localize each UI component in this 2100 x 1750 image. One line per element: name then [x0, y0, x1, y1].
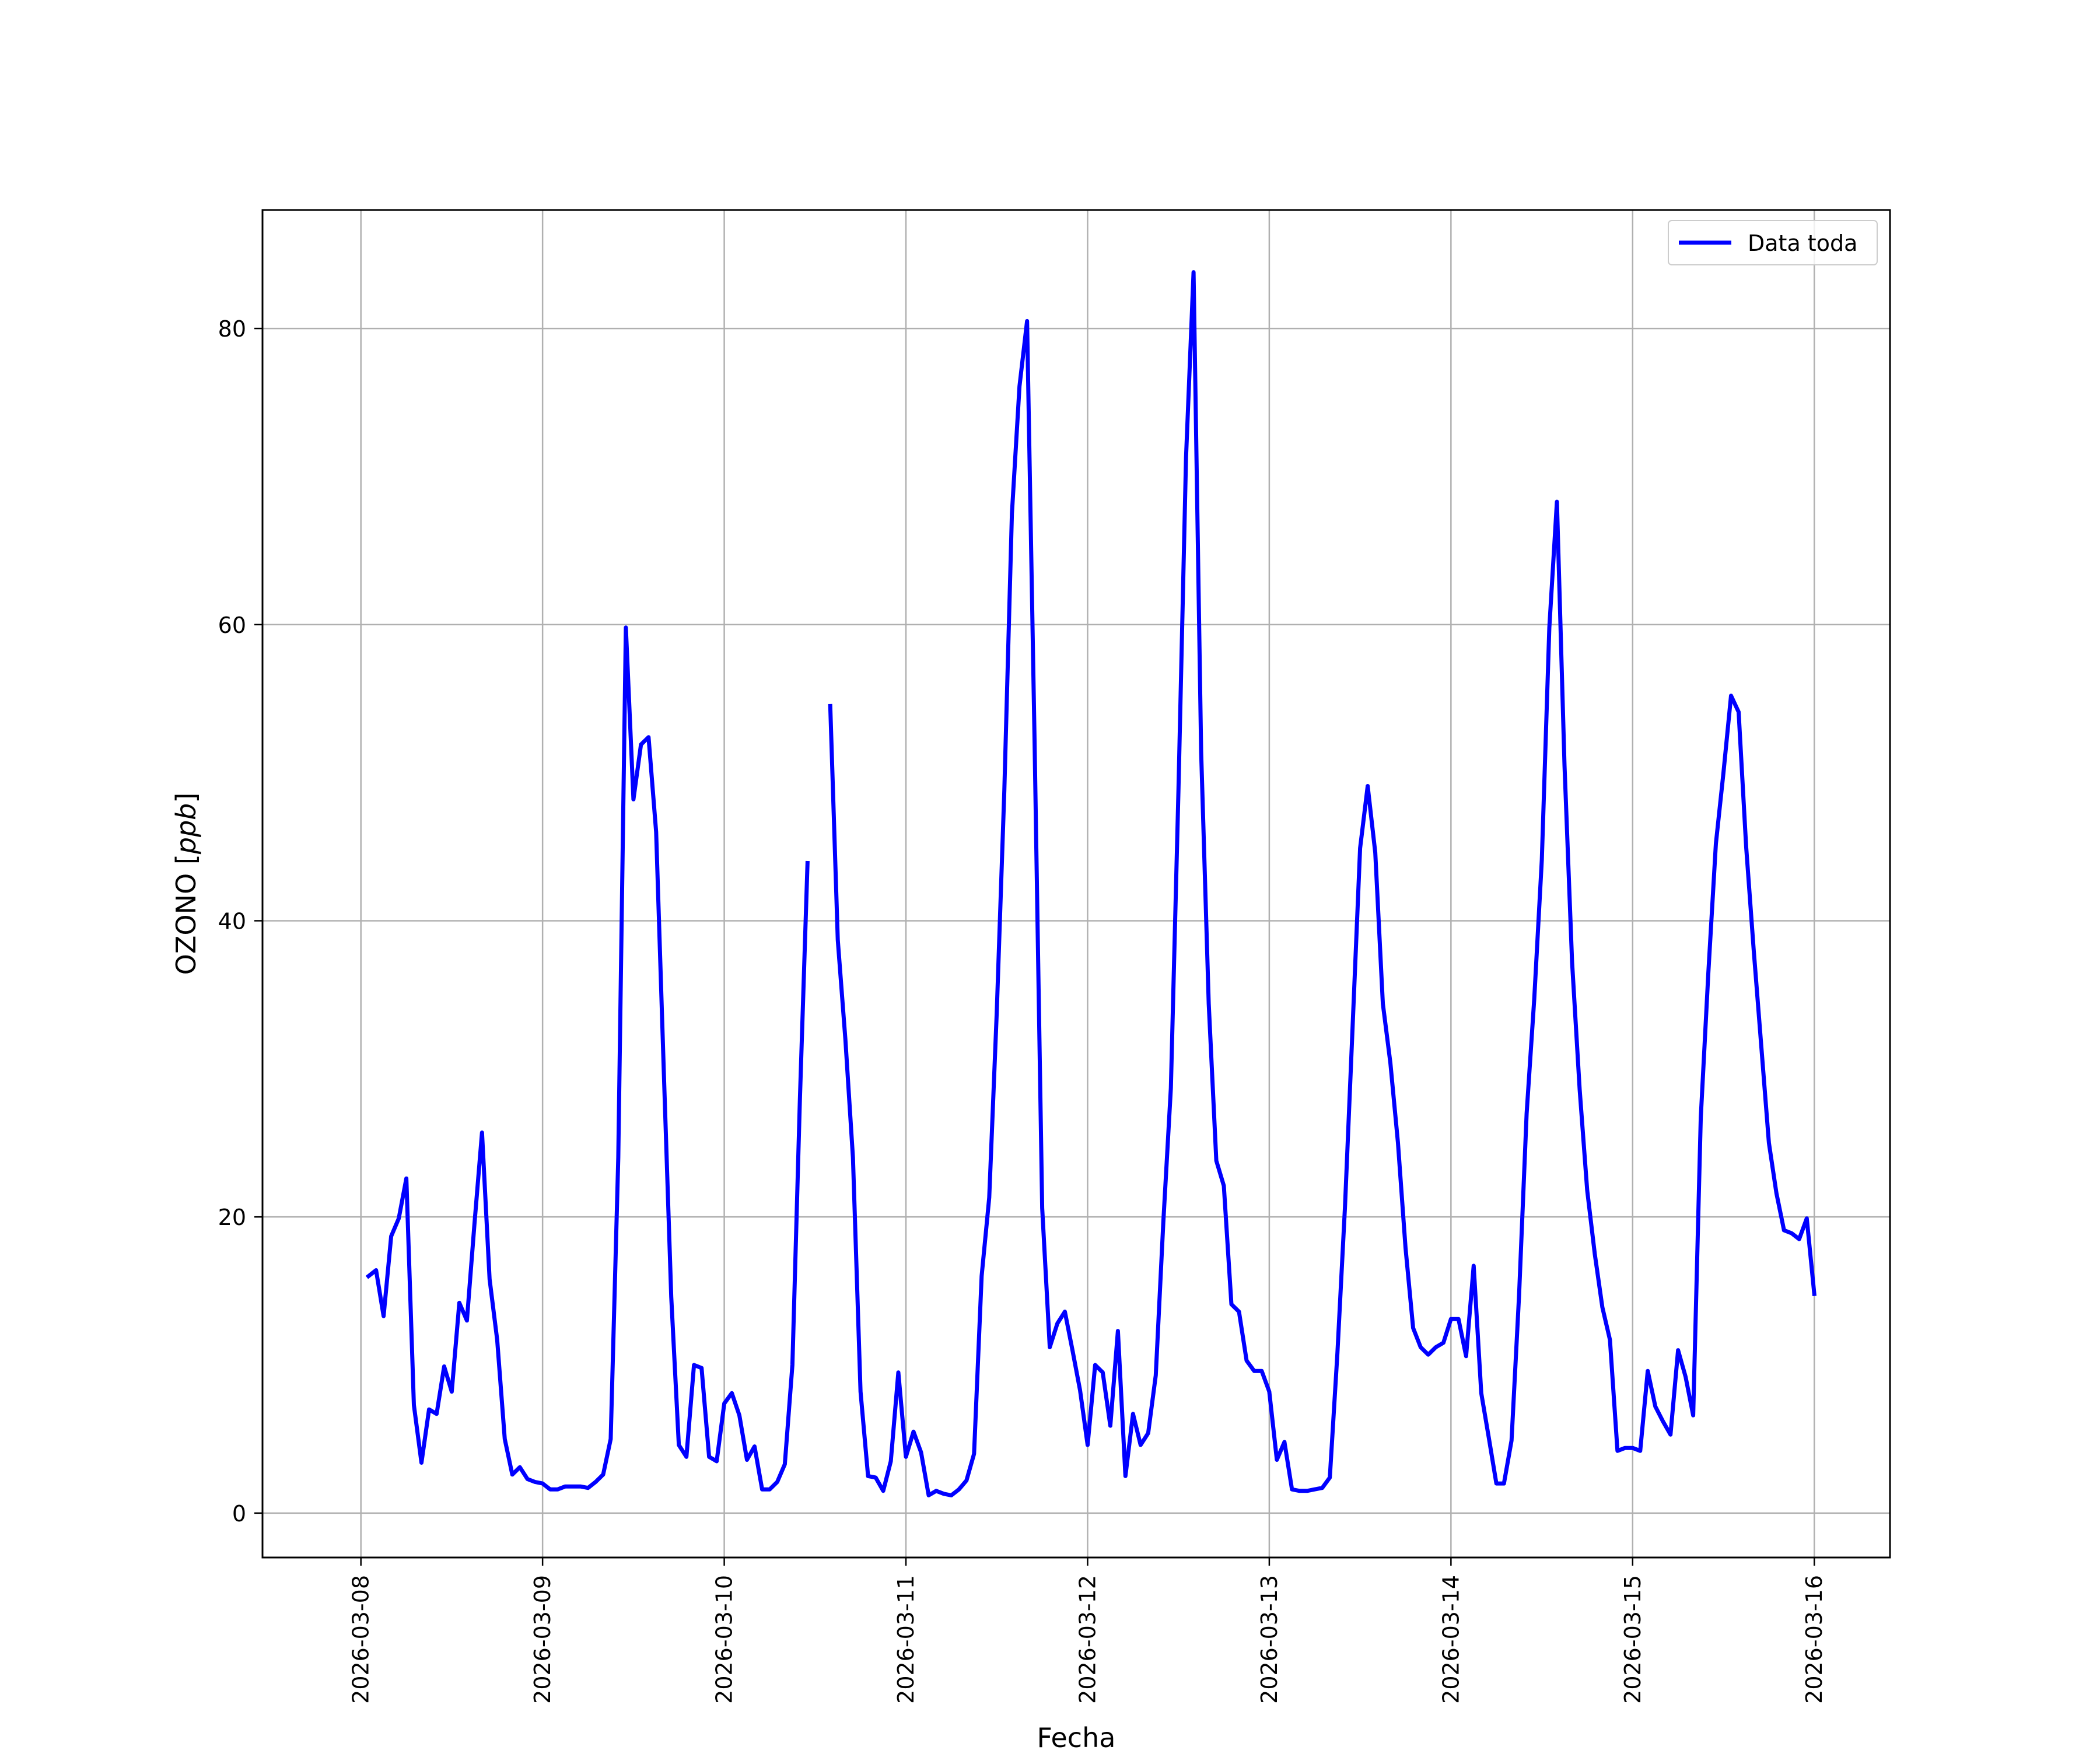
plot-frame [261, 209, 1891, 1559]
legend-box [1668, 220, 1878, 265]
x-tick-label: 2026-03-12 [1074, 1575, 1100, 1704]
plot-area [365, 270, 1817, 1497]
x-axis: 2026-03-08 2026-03-09 2026-03-10 2026-03-11… [348, 1558, 1827, 1704]
x-tick-label: 2026-03-09 [530, 1575, 555, 1704]
y-axis: 0 20 40 60 80 [218, 316, 262, 1527]
x-tick-label: 2026-03-13 [1256, 1575, 1282, 1704]
x-tick-label: 2026-03-11 [893, 1575, 919, 1704]
y-tick-label: 60 [218, 612, 246, 638]
legend-label: Data toda [1748, 230, 1857, 256]
x-tick-label: 2026-03-08 [348, 1575, 374, 1704]
y-tick-label: 0 [232, 1501, 246, 1527]
series-line-data-toda [365, 625, 810, 1492]
y-tick-label: 40 [218, 908, 246, 934]
y-tick-label: 20 [218, 1205, 246, 1230]
y-axis-label: OZONO [ppb] [170, 793, 202, 975]
x-tick-label: 2026-03-16 [1801, 1575, 1827, 1704]
y-tick-label: 80 [218, 316, 246, 342]
x-axis-label: Fecha [1037, 1722, 1116, 1750]
x-tick-label: 2026-03-14 [1438, 1575, 1464, 1704]
grid-lines [262, 210, 1890, 1558]
x-tick-label: 2026-03-15 [1620, 1575, 1646, 1704]
series-line-data-toda [828, 270, 1817, 1497]
legend: Data toda [1668, 220, 1878, 265]
x-tick-label: 2026-03-10 [712, 1575, 737, 1704]
